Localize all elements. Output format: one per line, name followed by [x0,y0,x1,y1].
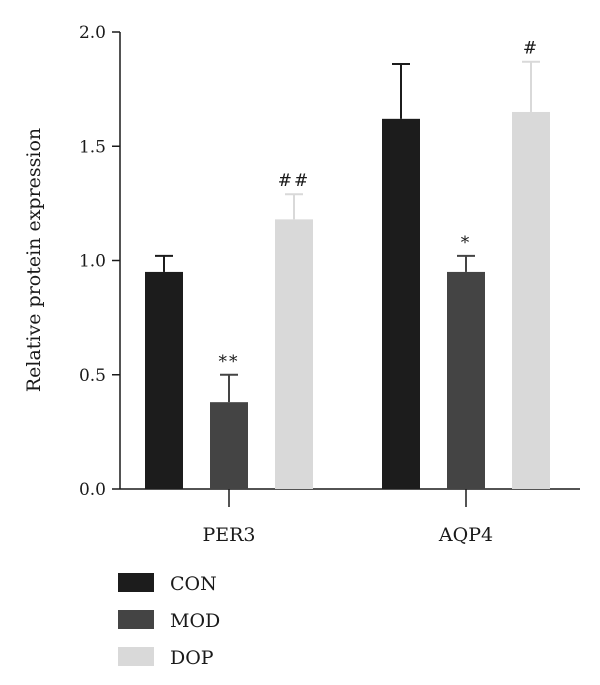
significance-label: # [523,39,539,59]
legend-swatch-mod [118,610,154,629]
bar-con-per3 [145,271,183,489]
y-tick-label: 1.0 [79,252,106,272]
significance-label: ## [278,171,311,191]
y-axis: 0.0 0.5 1.0 1.5 2.0 [79,23,121,500]
significance-label: ** [219,352,240,372]
bar-con-aqp4 [382,118,420,489]
bar-dop-per3 [275,219,313,489]
significance-labels: ** ## * # [219,39,539,372]
y-tick-label: 0.0 [79,480,106,500]
significance-label: * [461,233,472,253]
bar-mod-per3 [210,402,248,489]
legend: CON MOD DOP [118,573,220,669]
bar-dop-aqp4 [512,111,550,489]
y-tick-label: 0.5 [79,366,106,386]
bar-mod-aqp4 [447,271,485,489]
y-tick-label: 2.0 [79,23,106,43]
x-tick-label: AQP4 [438,524,493,546]
error-bars [155,60,540,403]
x-tick-label: PER3 [202,524,255,546]
x-axis: PER3 AQP4 [120,488,580,546]
legend-label-mod: MOD [170,610,220,632]
y-axis-title: Relative protein expression [23,128,45,392]
bars [145,111,550,489]
y-tick-label: 1.5 [79,137,106,157]
legend-swatch-con [118,573,154,592]
legend-label-con: CON [170,573,217,595]
legend-label-dop: DOP [170,647,214,669]
legend-swatch-dop [118,647,154,666]
